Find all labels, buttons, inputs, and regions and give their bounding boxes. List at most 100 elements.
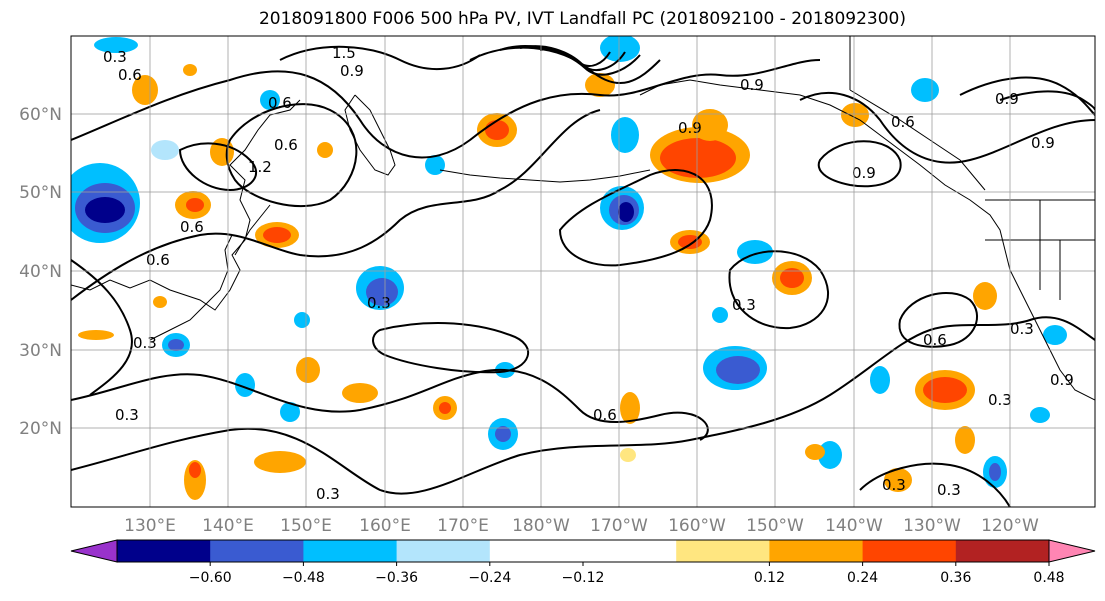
negative-anomaly-blob	[600, 186, 644, 230]
contour-label: 0.9	[1031, 134, 1055, 152]
positive-anomaly-blob	[183, 64, 197, 76]
map-title: 2018091800 F006 500 hPa PV, IVT Landfall…	[258, 9, 906, 29]
colorbar-tick-label: −0.12	[562, 570, 605, 586]
positive-anomaly-blob	[132, 75, 158, 105]
positive-anomaly-blob	[585, 73, 615, 97]
contour-label: 0.3	[133, 334, 157, 352]
contour-line	[799, 91, 1095, 164]
positive-anomaly-blob	[189, 462, 201, 478]
positive-anomaly-blob	[210, 138, 234, 166]
negative-anomaly-blob	[71, 163, 140, 243]
colorbar-segment	[210, 540, 304, 562]
pv-shading	[71, 36, 1067, 500]
negative-anomaly-blob	[703, 346, 767, 390]
contour-label: 0.3	[367, 294, 391, 312]
contour-label: 0.3	[1010, 320, 1034, 338]
contour-line	[71, 109, 601, 301]
lon-label: 170°E	[437, 516, 489, 536]
lon-label: 130°W	[903, 516, 961, 536]
contour-label: 0.3	[115, 406, 139, 424]
positive-anomaly-blob	[342, 383, 378, 403]
graticule	[71, 36, 1095, 507]
colorbar-segment	[117, 540, 211, 562]
contour-line	[859, 462, 1011, 507]
negative-anomaly-blob	[94, 37, 138, 53]
negative-anomaly-blob	[1030, 407, 1050, 423]
negative-anomaly-blob	[294, 312, 310, 328]
contour-label: 0.3	[316, 485, 340, 503]
contour-label: 0.9	[995, 90, 1019, 108]
lon-label: 180°W	[512, 516, 570, 536]
coastline-asia	[71, 99, 301, 311]
contour-labels: 0.3 0.6 1.5 0.9 0.9 0.6 0.9 0.9 0.6 0.9 …	[103, 44, 1074, 503]
positive-anomaly-blob	[175, 191, 211, 219]
lat-label: 40°N	[19, 262, 62, 282]
lat-label: 60°N	[19, 105, 62, 125]
contour-label: 0.9	[852, 164, 876, 182]
contour-line	[817, 140, 902, 188]
contour-label: 0.6	[923, 331, 947, 349]
colorbar-segment	[583, 540, 677, 562]
contour-line	[178, 142, 258, 192]
lon-label: 150°W	[746, 516, 804, 536]
positive-anomaly-blob	[772, 261, 812, 295]
lon-label: 140°W	[825, 516, 883, 536]
colorbar-segment	[862, 540, 957, 562]
colorbar-tick-label: −0.24	[468, 570, 511, 586]
contour-label: 0.6	[593, 406, 617, 424]
positive-anomaly-blob	[255, 222, 299, 248]
contour-line	[898, 291, 979, 348]
contour-line	[999, 90, 1095, 111]
positive-anomaly-blob	[973, 282, 997, 310]
negative-anomaly-blob	[235, 373, 255, 397]
coastline-aleutians	[439, 169, 651, 183]
negative-anomaly-blob	[870, 366, 890, 394]
lon-label: 130°E	[124, 516, 176, 536]
contour-label: 1.5	[332, 44, 356, 62]
coastline-japan	[149, 234, 233, 341]
positive-anomaly-blob	[439, 402, 451, 414]
negative-anomaly-blob	[495, 426, 511, 442]
map-panel: 0.3 0.6 1.5 0.9 0.9 0.6 0.9 0.9 0.6 0.9 …	[70, 35, 1096, 508]
contour-line	[225, 103, 358, 208]
contour-label: 0.6	[146, 251, 170, 269]
colorbar-extend-low	[70, 539, 118, 563]
colorbar-tick-label: 0.24	[847, 570, 878, 586]
positive-anomaly-blob	[915, 370, 975, 410]
contour-label: 0.9	[340, 62, 364, 80]
negative-anomaly-blob	[989, 463, 1001, 481]
positive-anomaly-blob	[254, 451, 306, 473]
lon-label: 160°E	[359, 516, 411, 536]
positive-anomaly-blob	[78, 330, 114, 340]
contour-label: 1.2	[248, 158, 272, 176]
latitude-labels: 60°N 50°N 40°N 30°N 20°N	[19, 105, 62, 439]
colorbar-ticks: −0.60 −0.48 −0.36 −0.24 −0.12 0.12 0.24 0.36 0.4…	[189, 562, 1065, 586]
colorbar: −0.60 −0.48 −0.36 −0.24 −0.12 0.12 0.24 0.36 0.4…	[70, 539, 1096, 586]
map-frame	[70, 35, 1096, 508]
lon-label: 150°E	[280, 516, 332, 536]
contour-line	[71, 59, 821, 159]
longitude-labels: 130°E 140°E 150°E 160°E 170°E 180°W 170°…	[124, 516, 1039, 536]
contour-label: 0.9	[678, 119, 702, 137]
lat-label: 20°N	[19, 419, 62, 439]
contour-label: 0.3	[937, 481, 961, 499]
negative-anomaly-blob	[356, 266, 404, 310]
negative-anomaly-blob	[168, 339, 184, 351]
colorbar-extend-high	[1048, 539, 1096, 563]
contour-line	[71, 369, 709, 441]
positive-anomaly-blob	[317, 142, 333, 158]
colorbar-tick-label: −0.36	[375, 570, 418, 586]
state-border	[985, 199, 1095, 300]
negative-anomaly-blob	[260, 90, 280, 110]
lon-label: 120°W	[981, 516, 1039, 536]
contour-label: 0.6	[274, 136, 298, 154]
positive-anomaly-blob	[153, 296, 167, 308]
contour-label: 0.9	[740, 76, 764, 94]
colorbar-segment	[676, 540, 770, 562]
contour-label: 0.3	[103, 48, 127, 66]
contour-label: 0.6	[180, 218, 204, 236]
negative-anomaly-blob	[911, 78, 939, 102]
contour-line	[372, 322, 530, 374]
colorbar-segment	[489, 540, 584, 562]
colorbar-segment	[769, 540, 864, 562]
